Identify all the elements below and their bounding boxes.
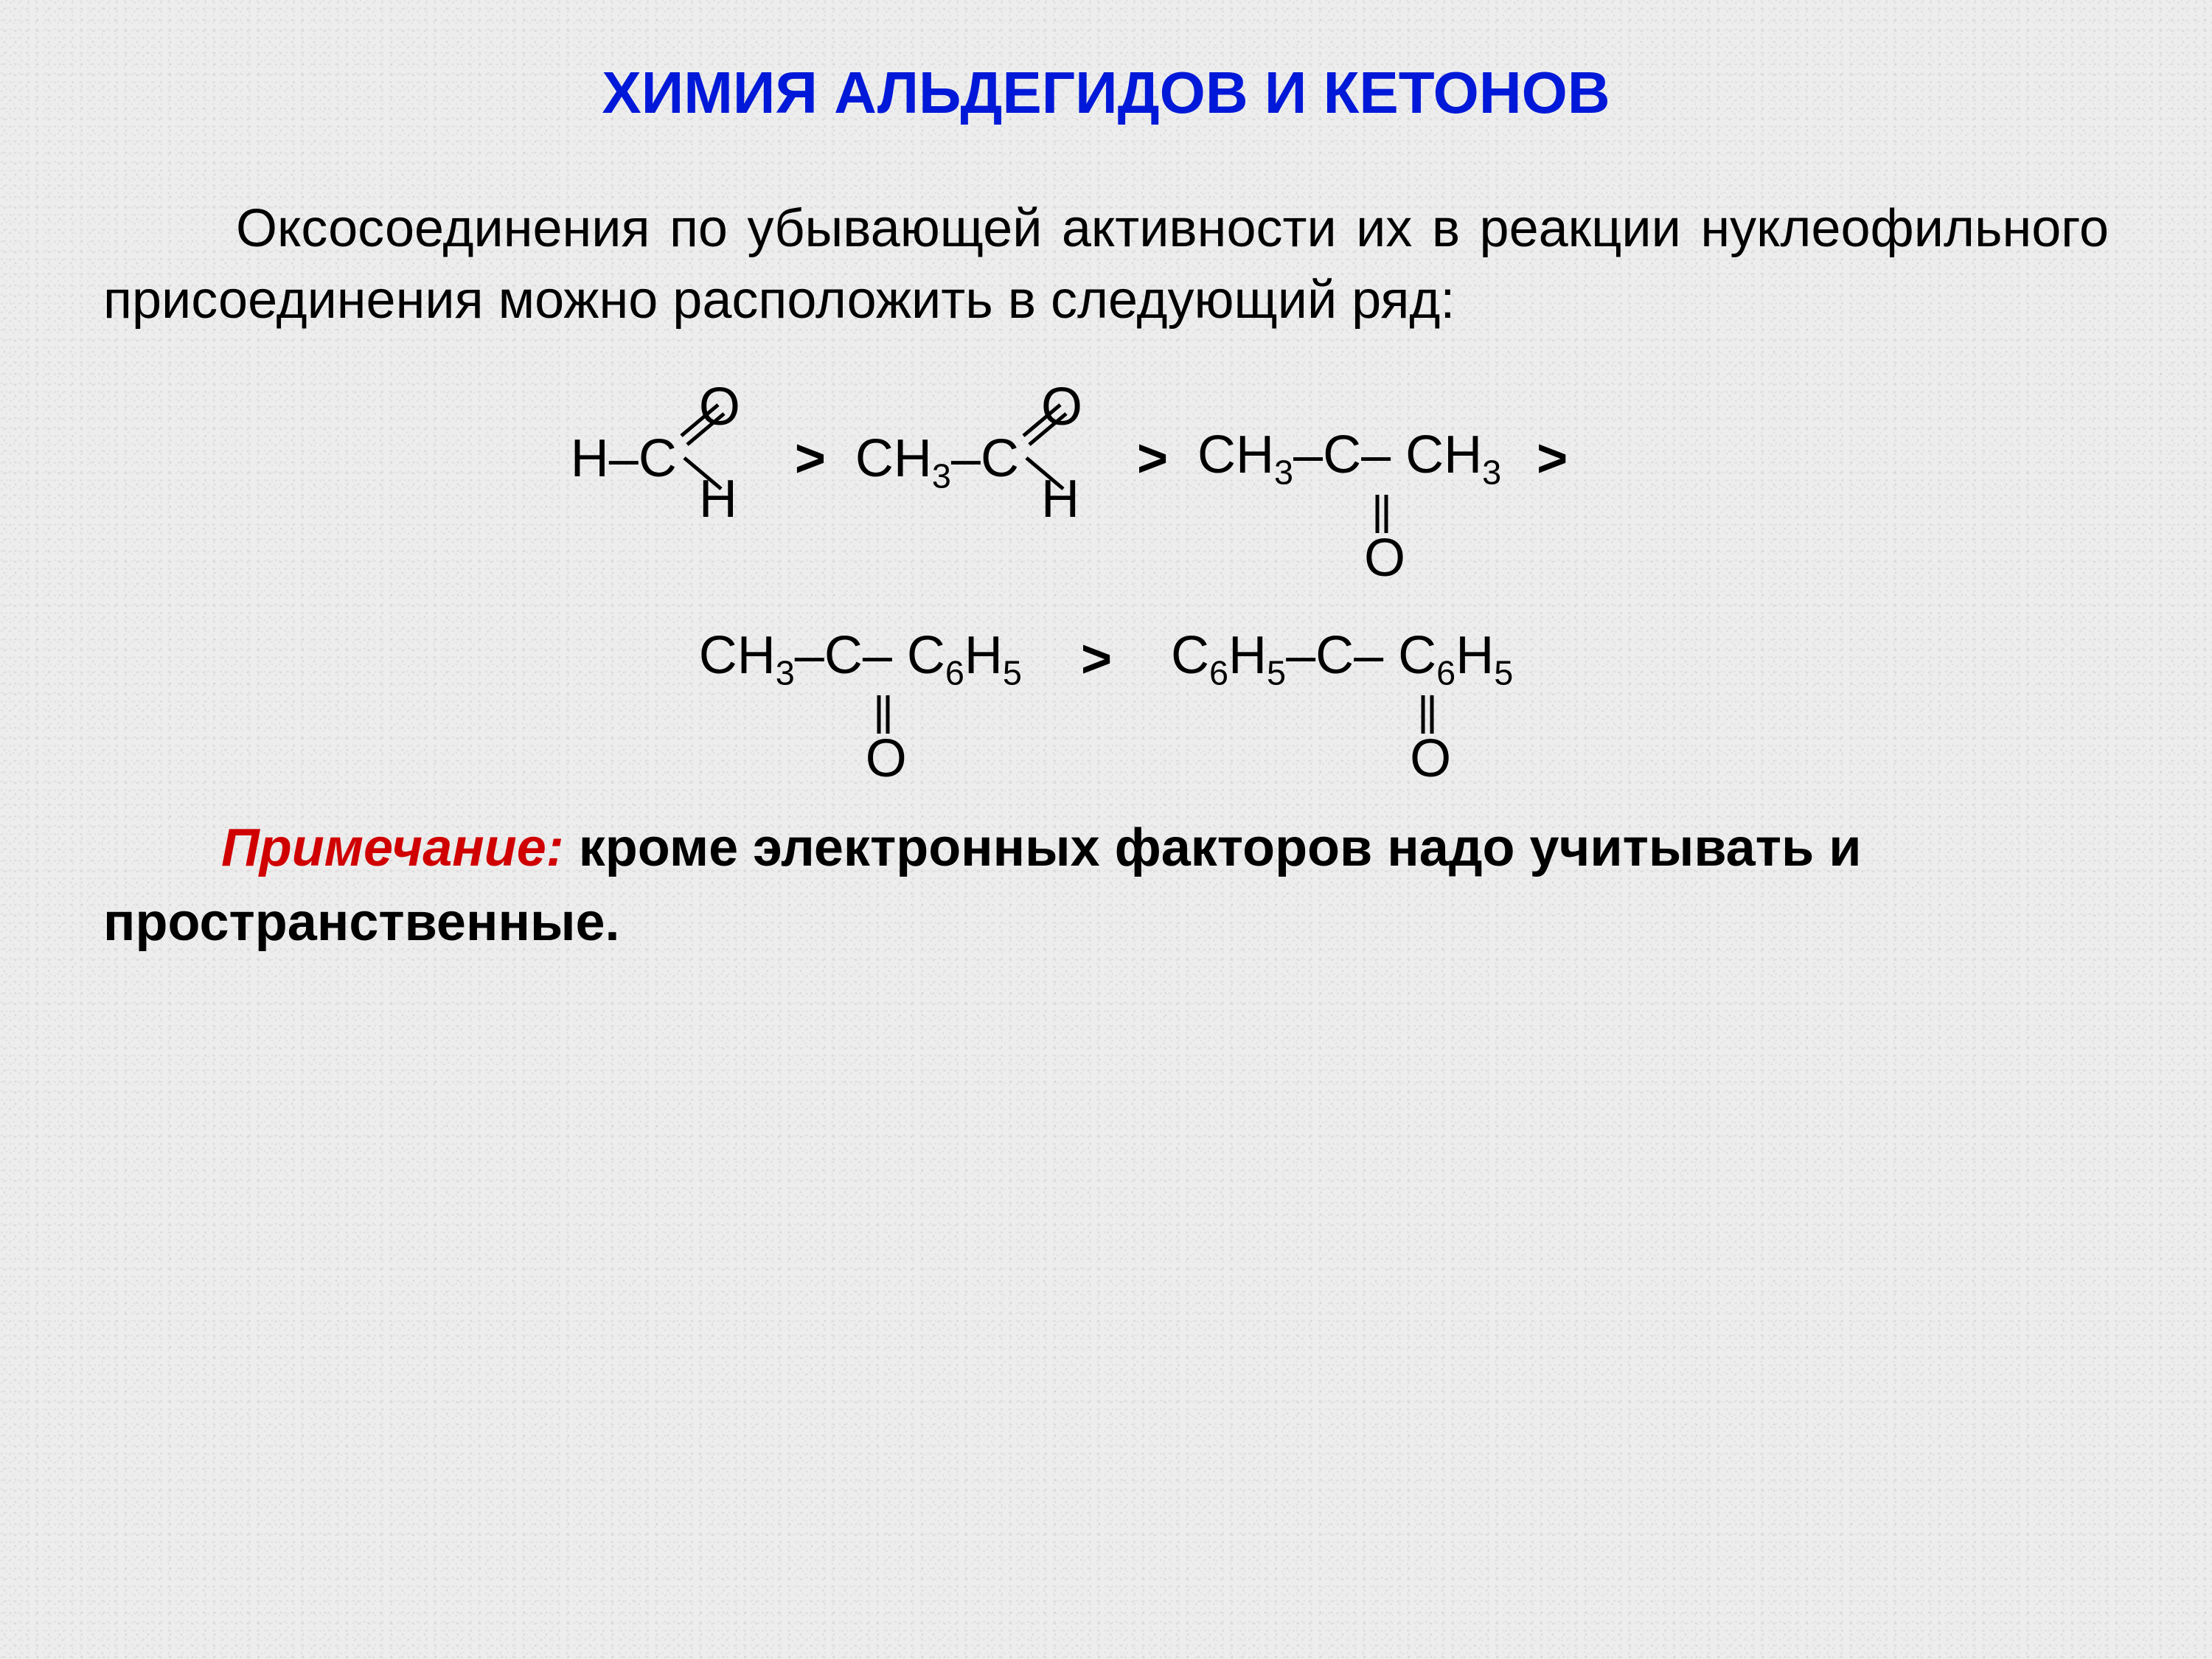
oxygen-atom: O [699, 377, 740, 437]
h-text: H [1455, 626, 1494, 685]
slide-title: ХИМИЯ АЛЬДЕГИДОВ И КЕТОНОВ [103, 59, 2109, 127]
ch3-text: CH [699, 626, 776, 685]
intro-paragraph: Оксосоединения по убывающей активности и… [103, 193, 2109, 336]
hc-text: H–C [571, 429, 677, 488]
ch3-text: CH [855, 429, 932, 488]
hydrogen-atom: H [1041, 469, 1079, 529]
ch3-text: CH [1197, 425, 1274, 484]
sub3: 3 [1482, 453, 1501, 492]
h-text: H [964, 626, 1003, 685]
sub5: 5 [1003, 654, 1022, 692]
sub3: 3 [932, 457, 951, 495]
formula-acetone: CH3–C– CHO3 [1197, 425, 1501, 493]
oxygen-atom: O [866, 728, 907, 789]
c-text: C [1171, 626, 1209, 685]
sub6: 6 [1209, 654, 1228, 692]
gt-symbol: > [1137, 428, 1168, 489]
sub3: 3 [1274, 453, 1293, 492]
hydrogen-atom: H [699, 469, 737, 529]
formula-formaldehyde: H–C O H [571, 428, 765, 489]
formula-acetophenone: CH3–C– CO6H5 [699, 625, 1022, 693]
oxygen-atom: O [1364, 528, 1405, 588]
c-text: –C– C [795, 626, 945, 685]
sub6: 6 [945, 654, 964, 692]
reactivity-row-1: H–C O H > CH3–C O H > CH3–C– CHO3 [59, 425, 2109, 493]
ketone-center: –C– CHO [1293, 425, 1482, 493]
formula-acetaldehyde: CH3–C O H [855, 428, 1107, 489]
note-label: Примечание: [221, 818, 564, 877]
h-text: H [1228, 626, 1267, 685]
c-text: –C– CH [1293, 425, 1482, 484]
oxygen-atom: O [1410, 728, 1451, 789]
gt-symbol: > [795, 428, 826, 489]
sub5: 5 [1267, 654, 1286, 692]
slide-content: ХИМИЯ АЛЬДЕГИДОВ И КЕТОНОВ Оксосоединени… [0, 0, 2212, 1659]
ketone-center: –C– CO [1286, 625, 1436, 693]
sub6: 6 [1436, 654, 1455, 692]
gt-symbol: > [1537, 428, 1568, 489]
formula-benzophenone: C6H5–C– CO6H5 [1171, 625, 1513, 693]
c-text: –C [951, 429, 1019, 488]
ketone-center: –C– CO [795, 625, 945, 693]
c-text: –C– C [1286, 626, 1436, 685]
sub5: 5 [1494, 654, 1513, 692]
reactivity-row-2: CH3–C– CO6H5 > C6H5–C– CO6H5 [103, 625, 2109, 693]
note-paragraph: Примечание: кроме электронных факторов н… [103, 811, 2109, 960]
gt-symbol: > [1081, 629, 1112, 689]
oxygen-atom: O [1041, 377, 1082, 437]
sub3: 3 [776, 654, 795, 692]
